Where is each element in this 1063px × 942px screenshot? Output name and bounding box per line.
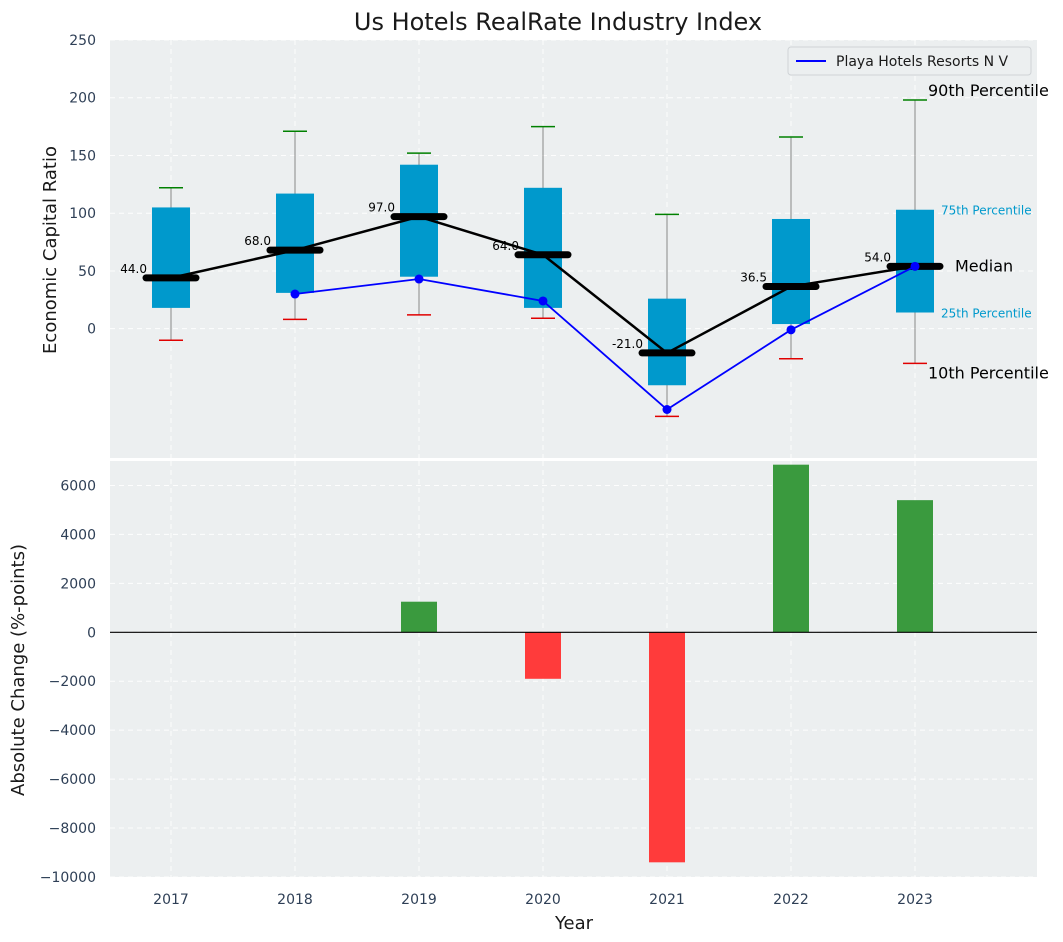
median-value-label: -21.0 <box>612 337 643 351</box>
median-value-label: 97.0 <box>368 201 395 215</box>
change-bar <box>773 464 809 633</box>
box-iqr <box>772 218 810 325</box>
y-tick-label: 150 <box>69 148 96 164</box>
top-panel-background <box>110 40 1037 458</box>
legend-box <box>787 46 1032 76</box>
box-iqr <box>152 207 190 308</box>
x-tick-label: 2023 <box>897 892 933 908</box>
change-bar <box>897 500 933 633</box>
y-tick-label: 6000 <box>60 478 96 494</box>
y-tick-label: 0 <box>87 322 96 338</box>
x-axis-label: Year <box>554 913 594 934</box>
median-value-label: 68.0 <box>244 234 271 248</box>
x-tick-label: 2017 <box>153 892 189 908</box>
median-value-label: 54.0 <box>864 250 891 264</box>
y-tick-label: 2000 <box>60 576 96 592</box>
chart-title: Us Hotels RealRate Industry Index <box>354 8 762 36</box>
company-point <box>414 274 424 284</box>
median-value-label: 36.5 <box>740 271 767 285</box>
x-tick-label: 2020 <box>525 892 561 908</box>
y-tick-label: −6000 <box>49 772 96 788</box>
y-tick-label: 200 <box>69 91 96 107</box>
y-tick-label: −4000 <box>49 723 96 739</box>
company-point <box>786 325 796 335</box>
company-point <box>662 405 672 415</box>
x-ticks: 2017 2018 2019 2020 2021 2022 2023 <box>153 892 933 908</box>
box-iqr <box>896 209 934 313</box>
annotation-75th: 75th Percentile <box>941 204 1032 218</box>
annotation-90th: 90th Percentile <box>928 81 1049 100</box>
company-point <box>290 289 300 299</box>
legend-label: Playa Hotels Resorts N V <box>836 54 1009 70</box>
x-tick-label: 2022 <box>773 892 809 908</box>
company-series <box>290 261 920 415</box>
y-tick-label: −2000 <box>49 674 96 690</box>
y-tick-label: −8000 <box>49 821 96 837</box>
y-tick-label: 100 <box>69 206 96 222</box>
median-value-label: 44.0 <box>120 262 147 276</box>
x-tick-label: 2021 <box>649 892 685 908</box>
change-bar <box>401 601 437 633</box>
annotation-25th: 25th Percentile <box>941 307 1032 321</box>
y-tick-label: 4000 <box>60 527 96 543</box>
bottom-panel-background <box>110 461 1037 877</box>
annotation-10th: 10th Percentile <box>928 363 1049 382</box>
bottom-grid <box>110 461 1037 878</box>
annotation-median: Median <box>955 256 1013 275</box>
company-line <box>294 265 916 411</box>
percentile-annotations: 90th Percentile 75th Percentile Median 25th… <box>928 81 1049 382</box>
legend: Playa Hotels Resorts N V <box>787 46 1032 76</box>
x-tick-label: 2019 <box>401 892 437 908</box>
median-value-label: 64.0 <box>492 239 519 253</box>
top-y-axis-label: Economic Capital Ratio <box>40 146 61 354</box>
y-tick-label: −10000 <box>40 870 96 886</box>
x-tick-label: 2018 <box>277 892 313 908</box>
box-plots <box>152 99 934 418</box>
y-tick-label: 0 <box>87 625 96 641</box>
bottom-y-axis-label: Absolute Change (%-points) <box>8 544 29 796</box>
company-point <box>538 296 548 306</box>
y-tick-label: 250 <box>69 33 96 49</box>
change-bar <box>649 632 685 863</box>
bottom-y-ticks: −10000 −8000 −6000 −4000 −2000 0 2000 4000 6000 <box>40 478 96 886</box>
box-iqr <box>276 193 314 293</box>
top-y-ticks: 0 50 100 150 200 250 <box>69 33 96 338</box>
box-iqr <box>524 187 562 308</box>
company-point <box>910 261 920 271</box>
y-tick-label: 50 <box>78 264 96 280</box>
change-bars <box>110 464 1037 863</box>
change-bar <box>525 632 561 679</box>
median-line: 44.0 68.0 97.0 64.0 -21.0 36.5 54.0 <box>120 201 944 357</box>
